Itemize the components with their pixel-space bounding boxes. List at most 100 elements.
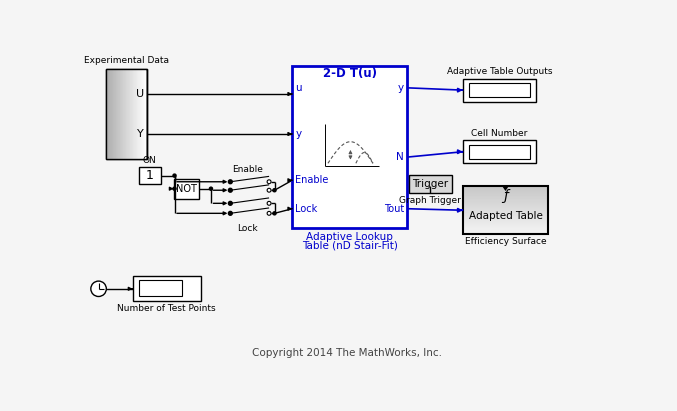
Bar xyxy=(121,69,122,159)
Text: Lock: Lock xyxy=(237,224,258,233)
Bar xyxy=(144,69,145,159)
Bar xyxy=(463,232,548,233)
Bar xyxy=(463,224,548,225)
Bar xyxy=(463,79,536,102)
Bar xyxy=(142,69,143,159)
Text: Efficiency Surface: Efficiency Surface xyxy=(464,237,546,246)
Bar xyxy=(140,69,141,159)
Bar xyxy=(463,227,548,228)
Bar xyxy=(463,207,548,208)
Bar xyxy=(463,195,548,196)
Bar xyxy=(122,69,123,159)
Circle shape xyxy=(267,188,271,192)
Text: Number of Test Points: Number of Test Points xyxy=(118,304,216,313)
Bar xyxy=(463,215,548,216)
Bar xyxy=(128,69,129,159)
Text: Adaptive Lookup: Adaptive Lookup xyxy=(306,232,393,242)
Bar xyxy=(463,200,548,201)
Bar xyxy=(141,69,142,159)
Bar xyxy=(123,69,124,159)
Bar xyxy=(107,69,108,159)
Bar xyxy=(463,197,548,198)
Circle shape xyxy=(273,189,276,192)
Bar xyxy=(118,69,120,159)
Bar xyxy=(463,226,548,227)
Text: N: N xyxy=(396,152,404,162)
Text: Copyright 2014 The MathWorks, Inc.: Copyright 2014 The MathWorks, Inc. xyxy=(252,349,441,358)
Circle shape xyxy=(228,188,232,192)
Bar xyxy=(463,201,548,202)
Bar xyxy=(469,83,530,97)
Bar xyxy=(137,69,138,159)
Bar xyxy=(463,223,548,224)
Bar xyxy=(132,69,133,159)
Bar xyxy=(463,228,548,229)
Bar xyxy=(463,198,548,199)
Bar xyxy=(110,69,111,159)
Bar xyxy=(143,69,144,159)
Bar xyxy=(463,190,548,191)
Circle shape xyxy=(173,174,176,177)
Text: 1: 1 xyxy=(146,169,154,182)
Text: y: y xyxy=(398,83,404,93)
Bar xyxy=(463,194,548,195)
Bar xyxy=(463,186,548,234)
Bar xyxy=(108,69,110,159)
Bar xyxy=(463,230,548,231)
Text: Y: Y xyxy=(137,129,144,139)
Bar xyxy=(463,188,548,189)
Bar xyxy=(133,69,134,159)
Bar xyxy=(174,179,198,199)
Bar xyxy=(463,218,548,219)
Bar xyxy=(463,192,548,193)
Circle shape xyxy=(209,187,213,190)
Bar xyxy=(463,189,548,190)
Text: Experimental Data: Experimental Data xyxy=(84,56,169,65)
Circle shape xyxy=(267,211,271,215)
Bar xyxy=(129,69,131,159)
Bar xyxy=(463,193,548,194)
Circle shape xyxy=(173,187,176,190)
Bar xyxy=(463,222,548,223)
Polygon shape xyxy=(502,186,508,191)
Bar xyxy=(463,206,548,207)
Bar xyxy=(463,204,548,205)
Circle shape xyxy=(228,201,232,205)
Text: Tout: Tout xyxy=(384,204,404,214)
Bar xyxy=(463,220,548,221)
Bar xyxy=(124,69,125,159)
Bar xyxy=(134,69,135,159)
Bar xyxy=(138,69,139,159)
Text: Table (nD Stair-Fit): Table (nD Stair-Fit) xyxy=(302,240,397,250)
Bar xyxy=(113,69,114,159)
Bar xyxy=(463,191,548,192)
Bar xyxy=(463,203,548,204)
Text: 2-D T(u): 2-D T(u) xyxy=(323,67,376,81)
Circle shape xyxy=(267,201,271,205)
Bar xyxy=(463,205,548,206)
Text: Enable: Enable xyxy=(232,165,263,174)
Text: U: U xyxy=(136,89,144,99)
Bar xyxy=(117,69,118,159)
Bar xyxy=(292,66,407,228)
Circle shape xyxy=(91,281,106,296)
Bar xyxy=(120,69,121,159)
Bar xyxy=(463,216,548,217)
Text: y: y xyxy=(295,129,301,139)
Text: u: u xyxy=(295,83,302,93)
Circle shape xyxy=(228,180,232,184)
Bar xyxy=(139,280,181,296)
Bar xyxy=(463,217,548,218)
Bar xyxy=(145,69,146,159)
Bar xyxy=(463,196,548,197)
Bar xyxy=(111,69,112,159)
Bar xyxy=(139,167,160,184)
Bar xyxy=(463,221,548,222)
Bar xyxy=(136,69,137,159)
Bar xyxy=(139,69,140,159)
Text: ƒ: ƒ xyxy=(503,189,508,203)
Circle shape xyxy=(267,180,271,184)
Bar xyxy=(463,199,548,200)
Bar xyxy=(409,175,452,193)
Bar xyxy=(463,225,548,226)
